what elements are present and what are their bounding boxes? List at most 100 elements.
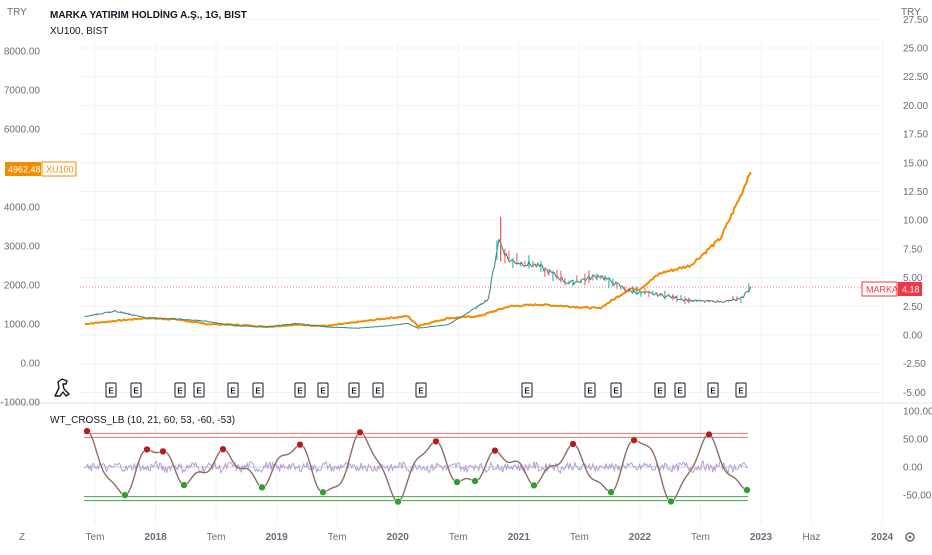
right-axis-tick-label: 15.00 [903, 158, 928, 169]
right-axis-tick-label: 17.50 [903, 130, 928, 141]
wt-cross-up-dot [530, 481, 538, 490]
earnings-marker [252, 382, 264, 398]
earnings-marker [372, 382, 384, 398]
earnings-marker-label: E [230, 387, 236, 396]
earnings-marker-label: E [677, 387, 683, 396]
wt-cross-down-dot [630, 436, 638, 444]
earnings-marker [105, 382, 117, 398]
marka-series-line[interactable] [84, 238, 752, 329]
right-axis-tick-label: 7.50 [903, 244, 923, 255]
wt-cross-up-dot [319, 488, 327, 496]
xu100-series-line[interactable] [84, 171, 752, 329]
wt-cross-down-dot [569, 440, 577, 448]
settings-gear-icon[interactable] [905, 532, 915, 542]
x-axis-tick-label: Tem [449, 532, 468, 543]
x-axis-tick-label: Haz [803, 532, 821, 543]
right-axis-tick-label: 20.00 [903, 101, 928, 112]
right-axis-tick-label: 25.00 [903, 44, 928, 55]
left-axis-tick-label: 6000.00 [4, 125, 41, 136]
osc-axis-tick-label: 100.00 [903, 407, 932, 418]
wt-cross-oscillator-pane[interactable] [83, 427, 751, 506]
xu100-price-badge: 4962.48 XU100 [5, 161, 77, 177]
wt-cross-up-dot [394, 497, 402, 506]
earnings-marker-label: E [738, 387, 744, 396]
earnings-marker-label: E [657, 387, 663, 396]
wt-cross-up-dot [607, 488, 615, 496]
earnings-marker-label: E [255, 387, 261, 396]
earnings-marker-label: E [710, 387, 716, 396]
earnings-marker [193, 382, 205, 398]
wt-cross-up-dot [121, 491, 129, 499]
wt-cross-down-dot [219, 445, 227, 453]
indicator-title[interactable]: WT_CROSS_LB (10, 21, 60, 53, -60, -53) [50, 415, 235, 426]
x-axis-tick-label: Tem [207, 532, 226, 543]
earnings-marker [348, 382, 360, 398]
earnings-marker-label: E [297, 387, 303, 396]
right-axis-tick-label: 5.00 [903, 273, 923, 284]
wt-cross-down-dot [143, 445, 151, 454]
earnings-marker [415, 382, 427, 398]
x-axis-tick-label: Tem [86, 532, 105, 543]
right-axis-tick-label: -2.50 [903, 359, 926, 370]
earnings-marker-label: E [351, 387, 357, 396]
left-currency-label: TRY [7, 7, 27, 18]
earnings-marker-label: E [375, 387, 381, 396]
xu100-badge-label-bg [41, 161, 77, 177]
timezone-z-icon[interactable]: Z [19, 532, 25, 543]
earnings-marker [654, 382, 666, 398]
dino-logo-icon [54, 378, 70, 397]
earnings-marker-label: E [587, 387, 593, 396]
marka-price-badge: MARKA 4.18 [861, 281, 922, 297]
marka-badge-value-bg [898, 282, 922, 296]
wt-cross-up-dot [453, 478, 461, 486]
wt-cross-down-dot [432, 437, 440, 445]
wt-cross-down-dot [491, 446, 499, 455]
earnings-marker [707, 382, 719, 398]
left-axis-tick-label: 1000.00 [4, 320, 41, 331]
left-axis-tick-label: 8000.00 [4, 47, 41, 58]
symbol-title[interactable]: MARKA YATIRIM HOLDİNG A.Ş., 1G, BIST [50, 8, 247, 21]
x-axis-tick-label: 2023 [750, 532, 773, 543]
xu100-badge-label: XU100 [46, 165, 74, 175]
main-price-pane[interactable] [80, 171, 862, 329]
wt-cross-down-dot [296, 441, 304, 449]
wt-cross-up-dot [258, 483, 266, 491]
right-axis-tick-label: 0.00 [903, 331, 923, 342]
x-axis-tick-label: Tem [570, 532, 589, 543]
earnings-marker [674, 382, 686, 398]
earnings-marker-label: E [196, 387, 202, 396]
earnings-marker [130, 382, 142, 398]
earnings-marker [521, 382, 533, 398]
osc-axis-tick-label: 0.00 [903, 463, 923, 474]
earnings-marker-label: E [133, 387, 139, 396]
right-axis-tick-label: 22.50 [903, 72, 928, 83]
earnings-marker-label: E [108, 387, 114, 396]
right-axis-tick-label: -5.00 [903, 388, 926, 399]
x-axis-tick-label: Tem [691, 532, 710, 543]
right-axis-tick-label: 12.50 [903, 187, 928, 198]
x-axis-tick-label: 2024 [871, 532, 894, 543]
wt-cross-down-dot [705, 430, 713, 439]
x-axis-tick-label: 2022 [629, 532, 652, 543]
right-currency-label: TRY [901, 7, 921, 18]
price-axes[interactable]: Tem 2018 Tem 2019 Tem 2020 Tem 2021 Tem 2022 Tem 20… [1, 15, 932, 543]
left-axis-tick-label: -1000.00 [1, 398, 41, 409]
compare-symbol-legend[interactable]: XU100, BIST [50, 26, 108, 37]
left-axis-tick-label: 2000.00 [4, 281, 41, 292]
osc-axis-tick-label: -50.00 [903, 491, 932, 502]
wt2-series-line[interactable] [83, 460, 748, 475]
svg-text:Z: Z [19, 532, 25, 543]
earnings-marker-label: E [418, 387, 424, 396]
x-axis-tick-label: Tem [328, 532, 347, 543]
x-axis-tick-label: 2018 [144, 532, 167, 543]
wt-cross-up-dot [180, 481, 188, 489]
earnings-marker [735, 382, 747, 398]
left-axis-tick-label: 0.00 [21, 359, 41, 370]
xu100-badge-value-bg [5, 162, 41, 176]
osc-axis-tick-label: 50.00 [903, 435, 928, 446]
wt-cross-up-dot [667, 497, 675, 506]
earnings-marker-label: E [613, 387, 619, 396]
earnings-marker [317, 382, 329, 398]
